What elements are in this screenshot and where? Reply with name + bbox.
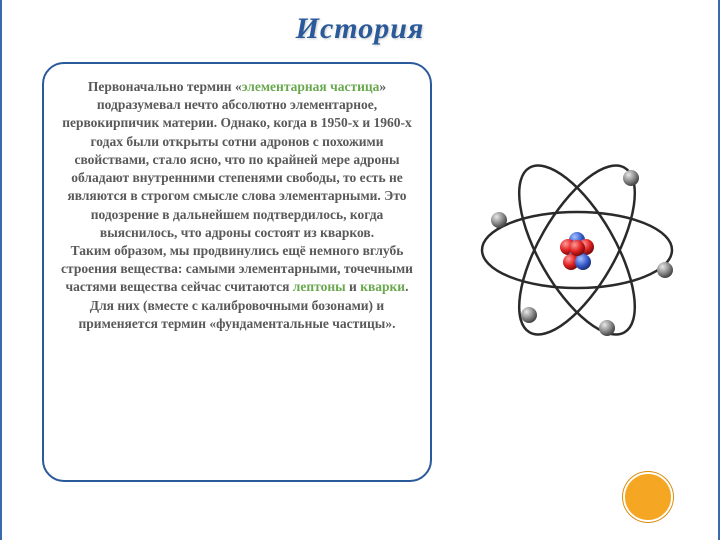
neutron-icon [575,254,591,270]
atom-diagram [467,140,687,360]
proton-icon [569,240,585,256]
electron-icon [491,212,507,228]
electron-icon [599,320,615,336]
page-title: История [2,12,718,46]
electron-icon [521,307,537,323]
paragraph-2: Таким образом, мы продвинулись ещё немно… [60,242,414,333]
slide: История Первоначально термин «элементарн… [0,0,720,540]
electron-icon [623,170,639,186]
decorative-circle-icon [623,472,673,522]
electron-icon [657,262,673,278]
history-text-box: Первоначально термин «элементарная части… [42,62,432,482]
term-quarks: кварки [360,279,405,294]
atom-nucleus [560,232,594,270]
p1-pre: Первоначально термин « [88,79,242,94]
term-leptons: лептоны [293,279,346,294]
p2-mid: и [346,279,361,294]
term-elementary-particle: элементарная частица [242,79,380,94]
p1-post: » подразумевал нечто абсолютно элементар… [62,79,412,240]
paragraph-1: Первоначально термин «элементарная части… [60,78,414,242]
